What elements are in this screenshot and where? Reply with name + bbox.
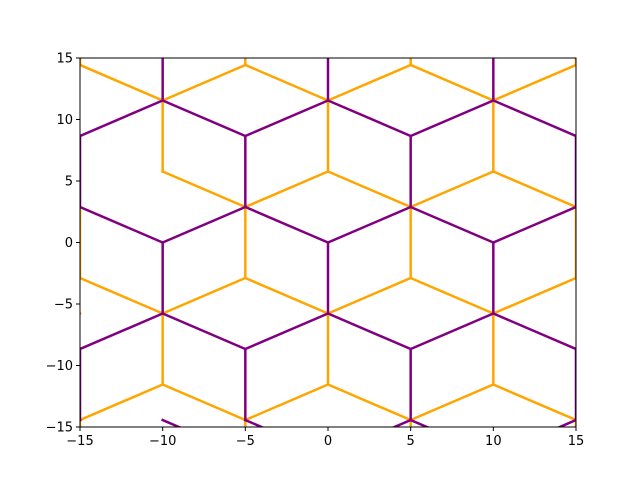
series-1-segment-11 (491, 205, 576, 245)
series-1-segment-15 (326, 311, 413, 351)
series-0-segment-24 (491, 382, 576, 422)
y-tick-label: 15 (56, 52, 73, 67)
series-1-segment-17 (491, 311, 576, 351)
series-1-segment-16 (409, 311, 495, 351)
series-0-segment-22 (326, 382, 413, 422)
series-1-segment-12 (80, 311, 165, 351)
x-tick-label: 5 (407, 434, 415, 449)
series-1-segment-9 (326, 205, 413, 245)
series-1-segment-14 (243, 311, 330, 351)
series-0-segment-19 (80, 382, 165, 422)
series-0-segment-12 (491, 276, 576, 316)
y-tick-label: 5 (65, 175, 73, 190)
series-0-segment-11 (409, 276, 495, 316)
series-1-segment-13 (161, 311, 247, 351)
series-1-segment-1 (161, 98, 247, 138)
series-1-segment-20 (243, 418, 265, 427)
series-1-segment-5 (491, 98, 576, 138)
series-0-segment-2 (243, 169, 330, 209)
series-1-segment-4 (409, 98, 495, 138)
series-0-segment-4 (409, 169, 495, 209)
series-1-segment-6 (80, 205, 165, 245)
series-1-segment-22 (409, 418, 431, 427)
series-1-segment-19 (161, 418, 183, 427)
series-0-segment-9 (243, 276, 330, 316)
x-tick-label: 10 (485, 434, 502, 449)
series-0-segment-5 (491, 169, 576, 209)
series-1-segment-23 (556, 418, 576, 427)
series-1-segment-2 (243, 98, 330, 138)
series-0-segment-1 (161, 169, 247, 209)
series-0-segment-15 (243, 63, 330, 103)
series-0-segment-17 (409, 63, 495, 103)
series-layer (80, 58, 576, 427)
series-0-segment-18 (491, 63, 576, 103)
series-0-segment-10 (326, 276, 413, 316)
series-1-segment-21 (391, 418, 413, 427)
series-1-segment-8 (243, 205, 330, 245)
x-tick-label: −15 (66, 434, 93, 449)
x-tick-label: −10 (149, 434, 176, 449)
y-tick-label: 10 (56, 113, 73, 128)
y-tick-label: 0 (65, 236, 73, 251)
series-0-segment-13 (80, 63, 165, 103)
series-0-segment-16 (326, 63, 413, 103)
y-tick-label: −5 (54, 298, 73, 313)
x-tick-label: 0 (324, 434, 332, 449)
x-tick-label: 15 (568, 434, 585, 449)
series-1-segment-0 (80, 98, 165, 138)
series-0-segment-21 (243, 382, 330, 422)
series-0-segment-3 (326, 169, 413, 209)
y-tick-label: −10 (46, 359, 73, 374)
series-1-segment-3 (326, 98, 413, 138)
series-0-segment-23 (409, 382, 495, 422)
series-0-segment-20 (161, 382, 247, 422)
series-1-segment-7 (161, 205, 247, 245)
series-0-segment-14 (161, 63, 247, 103)
series-0-segment-8 (161, 276, 247, 316)
y-tick-label: −15 (46, 421, 73, 436)
series-1-segment-10 (409, 205, 495, 245)
x-axis: −15 −10 −5 0 5 10 15 (66, 427, 584, 449)
series-0-segment-7 (80, 276, 165, 316)
y-axis: −15 −10 −5 0 5 10 15 (46, 52, 80, 436)
x-tick-label: −5 (236, 434, 255, 449)
